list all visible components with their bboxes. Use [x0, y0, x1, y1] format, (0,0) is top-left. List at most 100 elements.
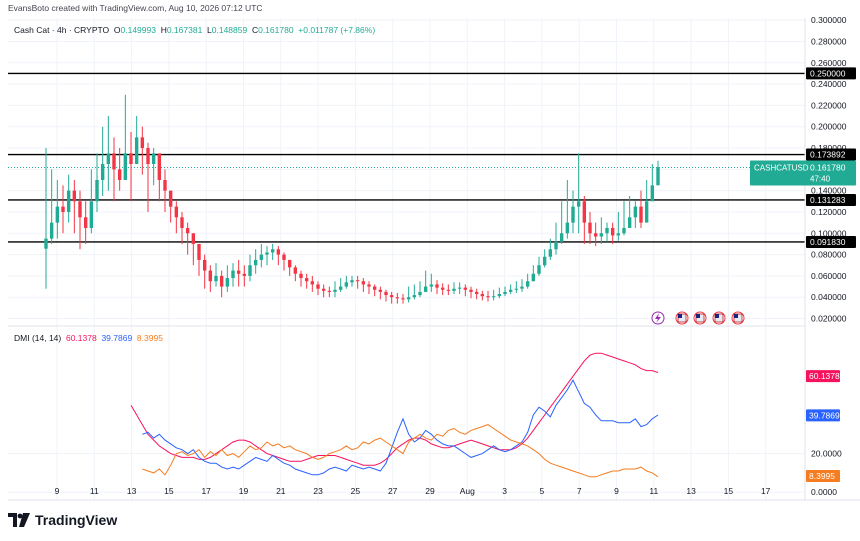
time-tick: 11 [649, 486, 658, 496]
dmi-axis[interactable]: 0.0000 20.0000 [811, 449, 842, 498]
candle-body [100, 164, 105, 180]
candle-body [469, 289, 473, 292]
candle-body [508, 289, 513, 292]
candle-body [287, 259, 292, 268]
candle-body [44, 238, 48, 249]
price-tick: 0.220000 [811, 100, 847, 110]
event-markers[interactable] [651, 311, 745, 325]
candle-body [265, 252, 269, 255]
candles[interactable] [44, 94, 660, 304]
lightning-glyph [655, 313, 661, 323]
legend-exchange: CRYPTO [74, 25, 110, 35]
candle-body [129, 153, 133, 165]
dmi-legend[interactable]: DMI (14, 14) 60.1378 39.7869 8.3995 [14, 333, 163, 343]
candle-body [616, 233, 621, 236]
price-tick: 0.100000 [811, 228, 847, 238]
candle-body [610, 227, 615, 236]
candle-body [429, 284, 434, 287]
candle-body [565, 222, 570, 234]
candle-body [412, 295, 417, 298]
tradingview-logo[interactable]: TradingView [8, 512, 117, 528]
candle-body [582, 201, 587, 223]
candle-body [401, 298, 405, 300]
time-tick: 7 [577, 486, 582, 496]
candle-body [157, 153, 162, 180]
candle-body [576, 201, 581, 207]
symbol-legend[interactable]: Cash Cat · 4h · CRYPTO O0.149993 H0.1673… [14, 25, 376, 35]
price-tick: 0.240000 [811, 79, 847, 89]
dmi-adx-value: 60.1378 [65, 333, 97, 343]
price-tick: 0.140000 [811, 186, 847, 196]
horizontal-levels[interactable] [8, 72, 805, 243]
level-tag [806, 148, 856, 161]
time-tick: 19 [239, 486, 249, 496]
candle-body [367, 284, 371, 287]
candle-body [106, 153, 111, 165]
us-flag-canton [734, 314, 738, 318]
candle-body [656, 167, 660, 186]
time-tick: 9 [55, 486, 60, 496]
candle-body [146, 148, 150, 165]
candle-body [395, 297, 400, 299]
candle-body [225, 278, 230, 287]
candle-body [548, 249, 553, 257]
time-tick: 27 [388, 486, 398, 496]
candle-body [168, 190, 173, 207]
grid [8, 18, 805, 500]
level-tag-text: 0.131283 [810, 195, 846, 205]
price-tick: 0.200000 [811, 122, 847, 132]
dmi-name: DMI (14, 14) [14, 333, 62, 343]
dmi-value-tag-text: 8.3995 [809, 471, 835, 481]
last-price-tag [750, 160, 856, 186]
level-tag [806, 193, 856, 206]
legend-high: 0.167381 [166, 25, 203, 35]
price-tick: 0.020000 [811, 314, 847, 324]
dmi-lines[interactable] [130, 352, 659, 478]
candle-body [117, 169, 122, 180]
candle-body [242, 273, 247, 276]
candle-body [593, 233, 598, 237]
candle-body [134, 137, 139, 165]
price-tick: 0.180000 [811, 143, 847, 153]
legend-symbol: Cash Cat [14, 25, 50, 35]
price-tick: 0.300000 [811, 15, 847, 25]
candle-body [236, 270, 241, 274]
candle-body [463, 287, 468, 290]
candle-body [151, 153, 156, 165]
level-tag-text: 0.250000 [810, 68, 846, 78]
dmi-line-adx [130, 352, 659, 466]
candle-body [486, 296, 490, 298]
dmi-tick: 0.0000 [811, 487, 837, 497]
candle-body [208, 270, 213, 282]
candle-body [418, 291, 422, 296]
candle-body [248, 265, 252, 276]
candle-body [520, 286, 524, 289]
candle-body [61, 206, 65, 212]
price-tick: 0.060000 [811, 271, 847, 281]
candle-body [140, 137, 145, 149]
candle-body [571, 206, 575, 223]
dmi-line-minus-di [142, 424, 659, 478]
candle-body [214, 275, 218, 282]
time-tick: 21 [276, 486, 286, 496]
time-axis[interactable]: 9 11 13 15 17 19 21 23 25 27 29 Aug 3 5 7 9 11 13 15 17 [55, 486, 771, 496]
candle-body [525, 281, 530, 287]
candle-body [293, 267, 298, 274]
level-tag [806, 235, 856, 248]
candle-body [378, 289, 383, 292]
time-tick: 29 [425, 486, 435, 496]
tradingview-logo-icon [8, 513, 30, 527]
candle-body [497, 294, 502, 297]
candle-body [49, 222, 54, 239]
candle-body [112, 153, 116, 170]
candle-body [89, 201, 94, 228]
candle-body [66, 190, 71, 212]
time-tick: 15 [724, 486, 734, 496]
candle-body [191, 233, 196, 244]
time-tick: 3 [502, 486, 507, 496]
time-tick: 5 [540, 486, 545, 496]
candle-body [327, 290, 332, 292]
time-tick: 17 [201, 486, 211, 496]
candle-body [180, 217, 184, 228]
